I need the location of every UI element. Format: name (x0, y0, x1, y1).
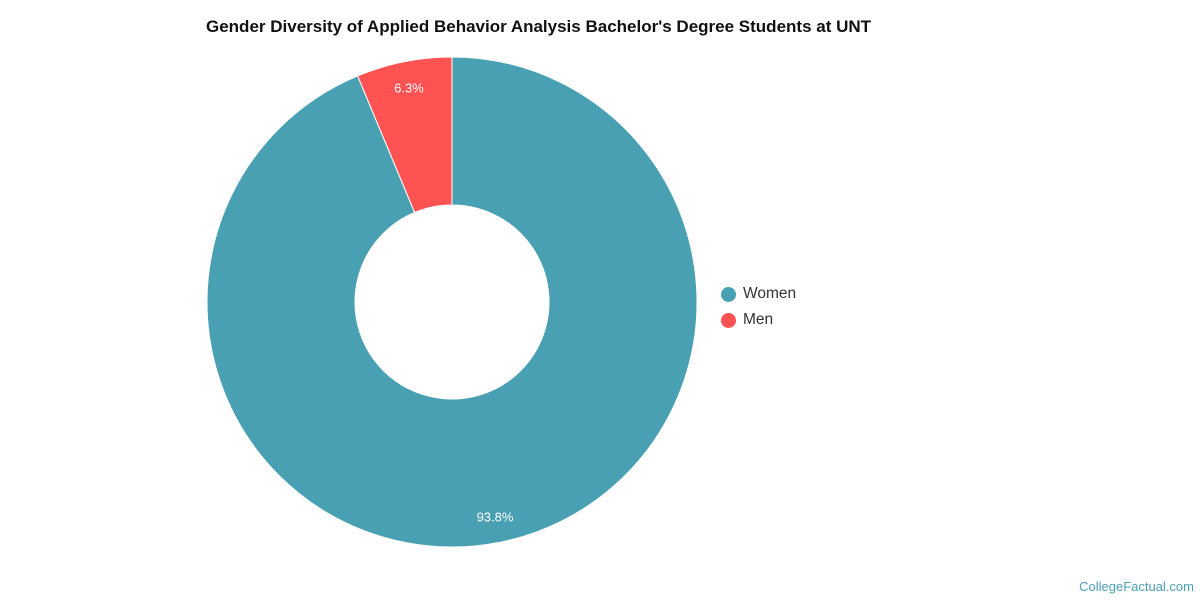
legend-item-women[interactable]: Women (721, 281, 796, 307)
data-label-men: 6.3% (394, 80, 424, 95)
legend-label-women: Women (743, 285, 797, 302)
slice-men[interactable] (356, 56, 453, 214)
slice-women[interactable] (206, 56, 698, 548)
data-label-women: 93.8% (477, 510, 514, 525)
legend: Women Men (721, 281, 796, 333)
legend-swatch-men (721, 312, 736, 328)
chart-title: Gender Diversity of Applied Behavior Ana… (206, 17, 872, 36)
legend-swatch-women (721, 286, 736, 302)
legend-label-men: Men (743, 311, 774, 328)
legend-item-men[interactable]: Men (721, 307, 796, 333)
watermark-link[interactable]: CollegeFactual.com (1079, 579, 1194, 594)
